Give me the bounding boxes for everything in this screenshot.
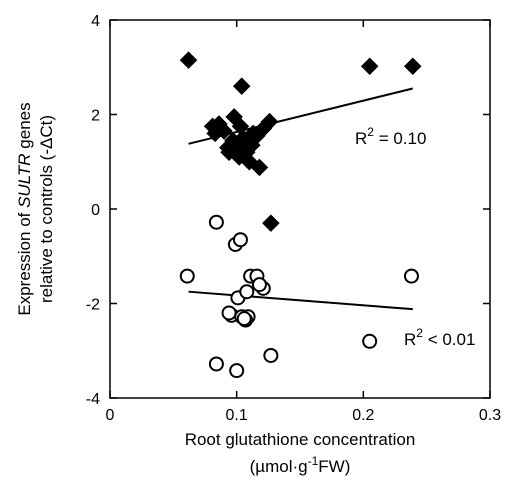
r-squared-base: R: [355, 129, 367, 148]
r-squared-base: R: [404, 330, 416, 349]
y-axis-title-italic: SULTR: [15, 153, 34, 207]
diamond-point: [403, 57, 422, 76]
y-tick-label: 2: [91, 108, 100, 125]
circle-point: [263, 347, 279, 363]
diamond-point: [250, 158, 269, 177]
y-axis-ticks: -4 -2 0 2 4: [86, 13, 490, 408]
circle-point: [229, 363, 245, 379]
r-squared-annotation-2: R2 < 0.01: [404, 326, 475, 349]
circle-point: [251, 277, 267, 293]
y-axis-title-part-b: genes: [15, 102, 34, 153]
circle-point: [179, 268, 195, 284]
y-tick-label: -4: [86, 391, 100, 408]
diamond-point: [243, 136, 261, 155]
x-tick-label: 0: [106, 407, 115, 424]
y-axis-title-line2: relative to controls (-ΔCt): [37, 115, 56, 303]
data-points: [179, 51, 422, 379]
diamond-point: [232, 77, 251, 96]
x-axis-title-line2: (µmol·g-1FW): [250, 454, 351, 476]
diamond-point: [215, 122, 233, 140]
diamond-point: [360, 57, 379, 76]
y-axis-title-part-a: Expression of: [15, 208, 34, 316]
circle-point: [221, 305, 237, 321]
x-axis-title-unit-a: (µmol·g: [250, 457, 308, 476]
r-squared-superscript: 2: [416, 326, 423, 340]
x-axis-ticks: 0 0.1 0.2 0.3: [106, 20, 501, 424]
r-squared-value: = 0.10: [374, 129, 426, 148]
circle-point: [403, 268, 419, 284]
r-squared-superscript: 2: [367, 125, 374, 139]
diamond-point: [224, 131, 242, 150]
x-axis-title-unit-b: FW): [318, 457, 350, 476]
r-squared-annotation-1: R2 = 0.10: [355, 125, 426, 148]
diamond-point: [260, 112, 279, 131]
x-tick-label: 0.2: [352, 407, 374, 424]
x-axis-title-line1: Root glutathione concentration: [185, 430, 416, 449]
diamond-point: [179, 51, 198, 70]
diamond-point: [262, 214, 280, 233]
x-axis-title-unit-sup: -1: [308, 454, 319, 468]
r-squared-value: < 0.01: [423, 330, 475, 349]
circle-point: [236, 311, 252, 327]
circle-point: [239, 284, 255, 300]
circle-point: [208, 356, 224, 372]
x-tick-label: 0.3: [479, 407, 501, 424]
circle-point: [232, 232, 248, 248]
regression-line-2: [188, 290, 413, 311]
circle-point: [362, 333, 378, 349]
y-tick-label: 4: [91, 13, 100, 30]
y-axis-title-line1: Expression of SULTR genes: [15, 102, 34, 315]
y-axis-title: Expression of SULTR genes relative to co…: [15, 102, 56, 315]
y-tick-label: -2: [86, 297, 100, 314]
x-tick-label: 0.1: [226, 407, 248, 424]
y-tick-label: 0: [91, 202, 100, 219]
circle-point: [208, 214, 224, 230]
diamond-point: [230, 148, 249, 166]
